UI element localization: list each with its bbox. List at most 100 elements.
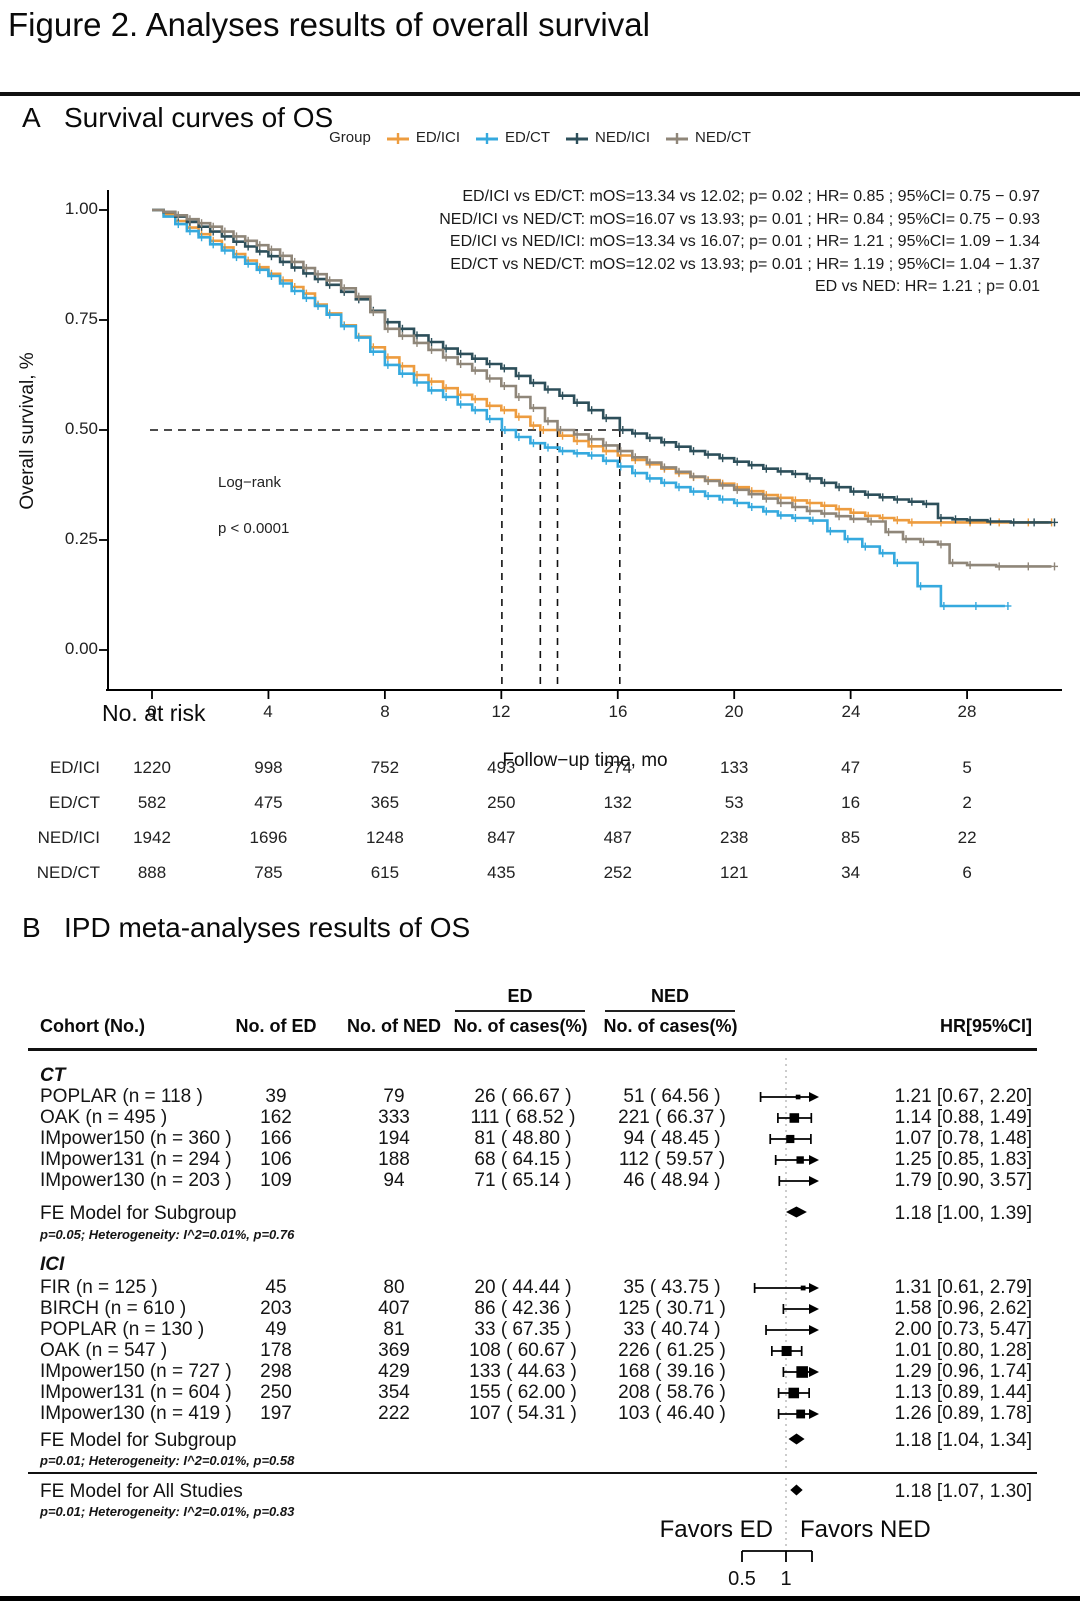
risk-count: 752	[370, 758, 400, 777]
x-tick-label: 28	[957, 702, 977, 721]
legend-label: ED/ICI	[415, 129, 461, 146]
fe-model-ici-label: FE Model for Subgroup	[40, 1430, 237, 1451]
annotation-line: NED/ICI vs NED/CT: mOS=16.07 vs 13.93; p…	[439, 210, 1040, 228]
study-row-no-ned: 333	[378, 1107, 410, 1128]
y-tick-label: 1.00	[64, 199, 98, 218]
fe-model-ct-heterogeneity: p=0.05; Heterogeneity: I^2=0.01%, p=0.76	[40, 1227, 295, 1242]
legend-item-ed-ici: ED/ICI	[385, 129, 460, 146]
risk-count: 785	[254, 863, 283, 882]
ned-underline	[605, 1010, 735, 1012]
forest-scale-tick-label: 1	[780, 1568, 792, 1590]
study-row-cohort: IMpower130 (n = 419 )	[40, 1403, 232, 1424]
risk-count: 493	[487, 758, 516, 777]
km-censor-marks-ed-ct	[174, 220, 1012, 610]
study-row-cohort: OAK (n = 495 )	[40, 1107, 168, 1128]
group-header-ed: ED	[507, 986, 533, 1006]
study-row-hr: 1.14 [0.88, 1.49]	[894, 1107, 1032, 1128]
study-row-hr: 1.13 [0.89, 1.44]	[894, 1382, 1032, 1403]
annotation-line: ED/CT vs NED/CT: mOS=12.02 vs 13.93; p= …	[450, 255, 1040, 273]
risk-count: 53	[724, 793, 744, 812]
forest-arrow	[809, 1325, 819, 1335]
header-rule	[28, 1048, 1037, 1051]
study-row-ned-cases: 125 ( 30.71 )	[618, 1298, 726, 1319]
study-row-no-ed: 203	[260, 1298, 292, 1319]
km-marker-icon	[666, 132, 689, 144]
study-row-no-ned: 369	[378, 1340, 410, 1361]
subgroup-rule	[28, 1472, 1037, 1474]
group-header-ned: NED	[650, 986, 689, 1006]
study-row-no-ed: 178	[260, 1340, 292, 1361]
legend-item-ned-ici: NED/ICI	[564, 129, 650, 146]
x-tick-label: 0	[147, 702, 157, 721]
study-row-cohort: IMpower150 (n = 360 )	[40, 1128, 232, 1149]
km-marker-icon	[566, 132, 589, 144]
study-row-ed-cases: 81 ( 48.80 )	[474, 1128, 572, 1149]
study-row-ed-cases: 155 ( 62.00 )	[469, 1382, 577, 1403]
risk-count: 1696	[249, 828, 288, 847]
study-row-ned-cases: 33 ( 40.74 )	[623, 1319, 721, 1340]
study-row-cohort: FIR (n = 125 )	[40, 1277, 158, 1298]
study-row-ned-cases: 51 ( 64.56 )	[623, 1086, 721, 1107]
x-tick-label: 4	[263, 702, 273, 721]
col-header-cohort: Cohort (No.)	[40, 1016, 145, 1036]
forest-arrow	[809, 1283, 819, 1293]
risk-count: 615	[370, 863, 400, 882]
risk-count: 487	[603, 828, 632, 847]
annotation-line: ED/ICI vs ED/CT: mOS=13.34 vs 12.02; p= …	[462, 188, 1040, 205]
favors-ed-label: Favors ED	[659, 1516, 773, 1543]
forest-point-estimate	[786, 1134, 795, 1144]
study-row-ed-cases: 71 ( 65.14 )	[474, 1170, 572, 1191]
forest-arrow	[809, 1304, 819, 1314]
x-tick-label: 16	[608, 702, 628, 721]
study-row-no-ed: 166	[260, 1128, 292, 1149]
y-tick-label: 0.00	[64, 639, 98, 658]
study-row-ned-cases: 208 ( 58.76 )	[618, 1382, 726, 1403]
subgroup-label-ct: CT	[40, 1065, 66, 1086]
x-axis-title: Follow−up time, mo	[502, 750, 668, 771]
study-row-cohort: POPLAR (n = 130 )	[40, 1319, 205, 1340]
risk-count: 365	[370, 793, 400, 812]
col-header-no-ed: No. of ED	[235, 1016, 317, 1036]
study-row-cohort: BIRCH (n = 610 )	[40, 1298, 187, 1319]
study-row-no-ed: 109	[260, 1170, 292, 1191]
risk-count: 16	[841, 793, 861, 812]
forest-point-estimate	[796, 1366, 808, 1378]
risk-count: 132	[603, 793, 632, 812]
legend-label: ED/CT	[505, 129, 551, 146]
risk-count: 582	[137, 793, 167, 812]
study-row-cohort: IMpower131 (n = 294 )	[40, 1149, 232, 1170]
forest-point-estimate	[789, 1113, 800, 1123]
study-row-hr: 1.79 [0.90, 3.57]	[894, 1170, 1032, 1191]
risk-table-title: No. at risk	[102, 700, 206, 726]
study-row-no-ned: 407	[378, 1298, 410, 1319]
y-tick-label: 0.75	[64, 309, 98, 328]
study-row-no-ed: 39	[265, 1086, 287, 1107]
panel-a-letter: A	[22, 102, 41, 133]
risk-count: 250	[487, 793, 516, 812]
study-row-ed-cases: 108 ( 60.67 )	[469, 1340, 577, 1361]
fe-model-ct-label: FE Model for Subgroup	[40, 1203, 237, 1224]
x-tick-label: 20	[724, 702, 744, 721]
risk-count: 121	[720, 863, 749, 882]
risk-count: 34	[841, 863, 861, 882]
col-header-ned-cases: No. of cases(%)	[603, 1016, 738, 1036]
col-header-hr: HR[95%CI]	[939, 1016, 1032, 1036]
study-row-no-ned: 79	[383, 1086, 405, 1107]
logrank-label: Log−rank	[218, 474, 281, 491]
study-row-no-ed: 197	[260, 1403, 292, 1424]
study-row-ned-cases: 168 ( 39.16 )	[618, 1361, 726, 1382]
km-annotations: ED/ICI vs ED/CT: mOS=13.34 vs 12.02; p= …	[439, 186, 1040, 299]
study-row-no-ed: 250	[260, 1382, 292, 1403]
study-row-no-ned: 94	[383, 1170, 405, 1191]
risk-row-label: ED/ICI	[49, 758, 100, 777]
study-row-cohort: IMpower150 (n = 727 )	[40, 1361, 232, 1382]
study-row-ed-cases: 86 ( 42.36 )	[474, 1298, 572, 1319]
risk-count: 22	[957, 828, 977, 847]
study-row-no-ed: 106	[260, 1149, 292, 1170]
y-tick-label: 0.25	[64, 529, 98, 548]
study-row-ed-cases: 68 ( 64.15 )	[474, 1149, 572, 1170]
study-row-no-ned: 80	[383, 1277, 405, 1298]
risk-row-label: NED/ICI	[37, 828, 100, 847]
forest-scale-tick-label: 0.5	[728, 1568, 756, 1590]
fe-model-all-heterogeneity: p=0.01; Heterogeneity: I^2=0.01%, p=0.83	[40, 1504, 295, 1519]
